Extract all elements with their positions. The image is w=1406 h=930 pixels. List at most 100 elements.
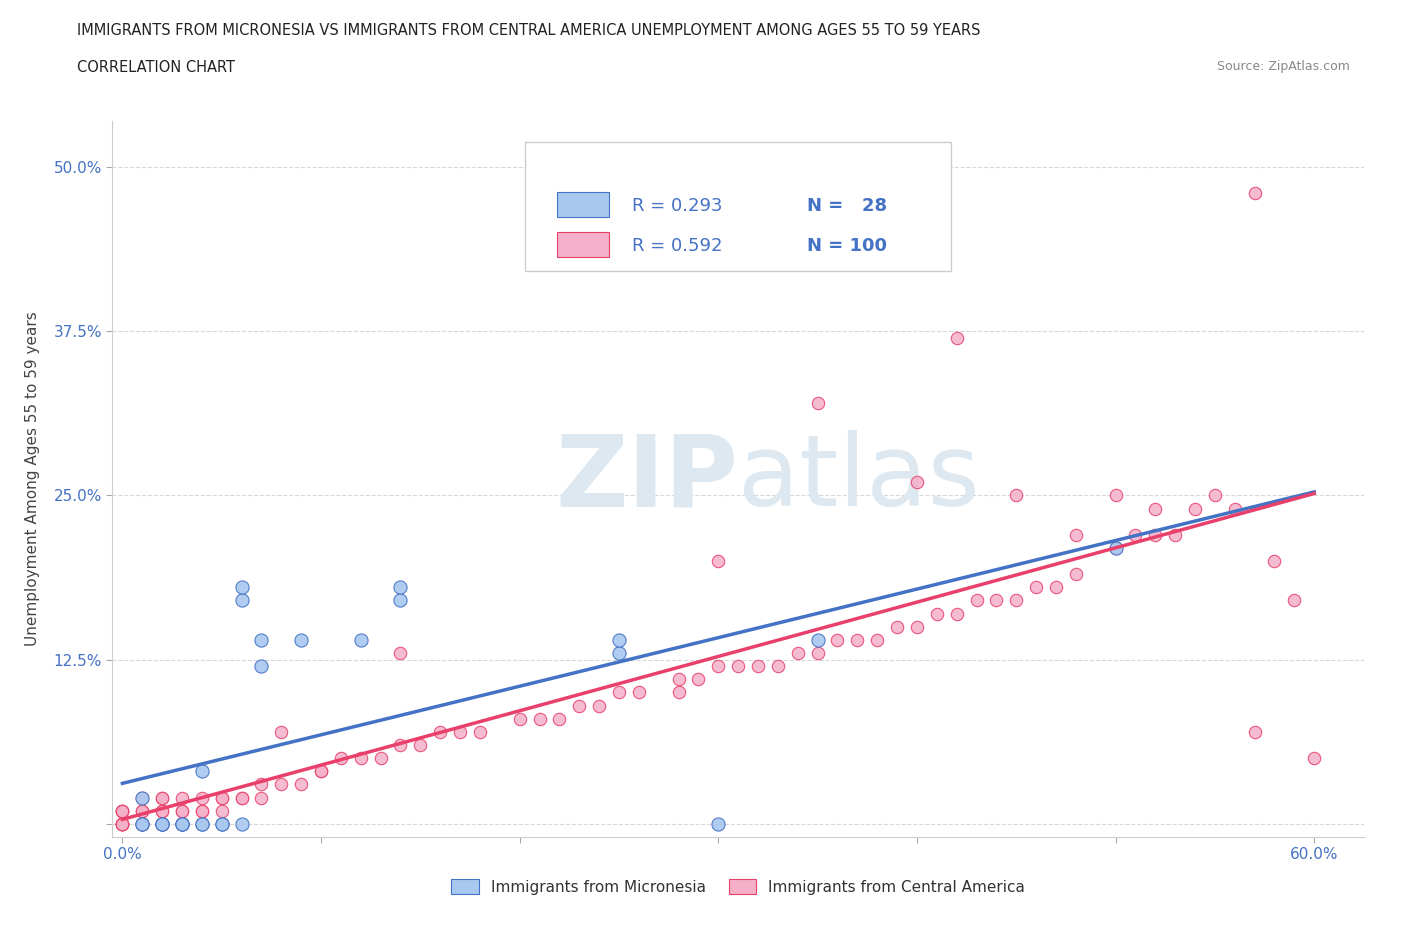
Point <box>905 619 928 634</box>
Point <box>131 804 153 818</box>
Point <box>1284 593 1306 608</box>
Point <box>389 737 412 752</box>
Point <box>1064 566 1087 581</box>
Point <box>211 804 233 818</box>
Point <box>1005 593 1028 608</box>
Point <box>449 724 471 739</box>
Point <box>747 658 769 673</box>
Point <box>389 580 412 595</box>
Point <box>1104 540 1126 555</box>
Point <box>707 658 730 673</box>
Point <box>150 804 173 818</box>
Point <box>111 804 134 818</box>
Y-axis label: Unemployment Among Ages 55 to 59 years: Unemployment Among Ages 55 to 59 years <box>25 312 39 646</box>
Point <box>170 817 193 831</box>
Point <box>111 804 134 818</box>
Point <box>1045 580 1067 595</box>
Point <box>211 817 233 831</box>
Point <box>529 711 551 726</box>
Point <box>309 764 332 778</box>
FancyBboxPatch shape <box>557 193 609 217</box>
Point <box>409 737 432 752</box>
Point <box>468 724 491 739</box>
Point <box>150 817 173 831</box>
Point <box>925 606 948 621</box>
Point <box>231 790 253 805</box>
Point <box>290 632 312 647</box>
Point <box>231 790 253 805</box>
Point <box>1263 553 1285 568</box>
Point <box>688 671 710 686</box>
Point <box>150 817 173 831</box>
Point <box>111 804 134 818</box>
Point <box>170 804 193 818</box>
Point <box>111 804 134 818</box>
Point <box>1144 501 1167 516</box>
Point <box>111 817 134 831</box>
Point <box>131 817 153 831</box>
Point <box>786 645 808 660</box>
Point <box>1144 527 1167 542</box>
Point <box>607 685 630 700</box>
Point <box>131 817 153 831</box>
Point <box>389 593 412 608</box>
Point <box>1104 540 1126 555</box>
Point <box>170 790 193 805</box>
Point <box>231 817 253 831</box>
Point <box>350 632 373 647</box>
Point <box>131 790 153 805</box>
Point <box>191 817 214 831</box>
Point <box>191 790 214 805</box>
Point <box>827 632 849 647</box>
Point <box>309 764 332 778</box>
Point <box>568 698 591 713</box>
Point <box>1005 488 1028 503</box>
Point <box>986 593 1008 608</box>
Point <box>707 817 730 831</box>
Point <box>111 817 134 831</box>
Point <box>111 817 134 831</box>
Point <box>231 593 253 608</box>
Point <box>191 804 214 818</box>
Point <box>150 790 173 805</box>
Point <box>150 817 173 831</box>
FancyBboxPatch shape <box>526 142 950 272</box>
Point <box>270 777 292 791</box>
Text: Source: ZipAtlas.com: Source: ZipAtlas.com <box>1216 60 1350 73</box>
Point <box>290 777 312 791</box>
Point <box>1164 527 1187 542</box>
Point <box>945 330 967 345</box>
Text: N = 100: N = 100 <box>807 237 887 255</box>
Point <box>150 804 173 818</box>
Point <box>131 817 153 831</box>
Point <box>191 764 214 778</box>
Point <box>668 685 690 700</box>
Point <box>211 817 233 831</box>
Point <box>131 817 153 831</box>
Text: ZIP: ZIP <box>555 431 738 527</box>
Point <box>627 685 650 700</box>
Point <box>131 817 153 831</box>
Point <box>1223 501 1246 516</box>
Point <box>905 475 928 490</box>
Point <box>727 658 749 673</box>
Point <box>270 724 292 739</box>
Point <box>150 817 173 831</box>
Point <box>211 790 233 805</box>
FancyBboxPatch shape <box>557 232 609 257</box>
Point <box>329 751 352 765</box>
Point <box>191 804 214 818</box>
Point <box>250 777 273 791</box>
Point <box>1125 527 1147 542</box>
Point <box>866 632 889 647</box>
Point <box>886 619 908 634</box>
Point <box>170 804 193 818</box>
Text: IMMIGRANTS FROM MICRONESIA VS IMMIGRANTS FROM CENTRAL AMERICA UNEMPLOYMENT AMONG: IMMIGRANTS FROM MICRONESIA VS IMMIGRANTS… <box>77 23 981 38</box>
Point <box>1184 501 1206 516</box>
Point <box>131 804 153 818</box>
Point <box>150 790 173 805</box>
Point <box>668 671 690 686</box>
Text: CORRELATION CHART: CORRELATION CHART <box>77 60 235 75</box>
Point <box>1243 724 1265 739</box>
Point <box>170 817 193 831</box>
